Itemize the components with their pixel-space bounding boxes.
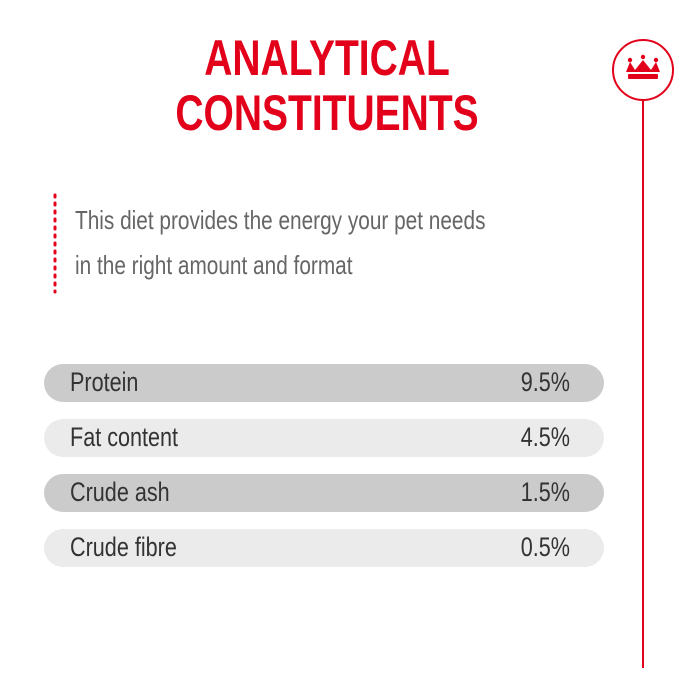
- description-line: in the right amount and format: [75, 250, 353, 280]
- row-value: 4.5%: [521, 422, 570, 452]
- row-label: Crude ash: [70, 477, 170, 507]
- crown-icon: [626, 54, 660, 79]
- row-value: 0.5%: [521, 532, 570, 562]
- row-label: Fat content: [70, 422, 178, 452]
- title-line: CONSTITUENTS: [175, 85, 478, 141]
- description-line: This diet provides the energy your pet n…: [75, 205, 485, 235]
- row-background: [44, 419, 604, 457]
- row-value: 9.5%: [521, 367, 570, 397]
- row-value: 1.5%: [521, 477, 570, 507]
- title-line: ANALYTICAL: [204, 30, 450, 86]
- row-background: [44, 529, 604, 567]
- row-label: Protein: [70, 367, 138, 397]
- row-label: Crude fibre: [70, 532, 177, 562]
- row-background: [44, 474, 604, 512]
- row-background: [44, 364, 604, 402]
